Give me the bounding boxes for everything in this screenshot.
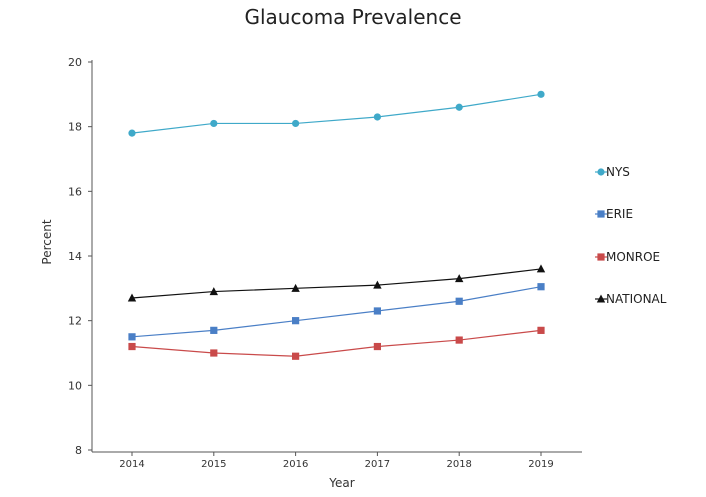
y-ticks: 8 10 12 14 16 18 20 xyxy=(68,56,92,457)
x-tick-label: 2018 xyxy=(446,459,471,470)
series-nys xyxy=(128,90,545,137)
data-point-nys xyxy=(292,119,300,128)
x-axis-label: Year xyxy=(328,476,354,490)
x-tick-label: 2019 xyxy=(528,459,553,470)
legend-swatch-marker xyxy=(597,253,605,261)
data-point-erie xyxy=(373,307,381,315)
y-tick-label: 20 xyxy=(68,56,82,69)
data-point-monroe xyxy=(128,342,136,351)
y-tick-label: 14 xyxy=(68,250,82,263)
data-point-national xyxy=(536,264,546,273)
x-tick-label: 2016 xyxy=(283,459,308,470)
chart-title: Glaucoma Prevalence xyxy=(244,5,461,29)
data-point-national xyxy=(209,287,218,296)
axes xyxy=(91,60,582,453)
legend-item-monroe: MONROE xyxy=(595,250,660,264)
data-point-national xyxy=(455,274,464,283)
legend-label: NYS xyxy=(606,165,630,179)
y-tick-label: 12 xyxy=(68,315,82,328)
legend-item-nys: NYS xyxy=(595,165,630,179)
series-line-erie xyxy=(131,286,542,338)
series-layer xyxy=(127,90,546,360)
series-line-monroe xyxy=(131,329,542,357)
data-point-monroe xyxy=(210,349,218,357)
y-tick-label: 8 xyxy=(75,444,82,457)
legend: NYS ERIE MONROE NATIONAL xyxy=(595,165,667,306)
series-line-nys xyxy=(131,93,542,134)
data-point-monroe xyxy=(292,352,300,360)
data-point-nys xyxy=(128,129,136,137)
data-point-erie xyxy=(292,317,300,325)
x-tick-label: 2014 xyxy=(119,459,144,470)
data-point-erie xyxy=(128,333,136,341)
data-point-erie xyxy=(210,326,218,334)
legend-swatch-marker xyxy=(597,210,605,218)
y-tick-label: 18 xyxy=(68,121,82,134)
legend-item-erie: ERIE xyxy=(595,207,633,221)
y-tick-label: 16 xyxy=(68,185,82,198)
series-line-national xyxy=(131,268,542,299)
data-point-erie xyxy=(455,297,463,305)
x-tick-label: 2015 xyxy=(201,459,226,470)
y-axis-label: Percent xyxy=(40,219,54,264)
data-point-national xyxy=(291,283,300,292)
legend-label: NATIONAL xyxy=(606,292,667,306)
legend-label: MONROE xyxy=(606,250,660,264)
data-point-national xyxy=(373,280,382,289)
series-erie xyxy=(128,283,545,341)
legend-label: ERIE xyxy=(606,207,633,221)
legend-swatch-marker xyxy=(596,294,606,303)
data-point-monroe xyxy=(455,336,463,344)
y-tick-label: 10 xyxy=(68,379,82,392)
data-point-monroe xyxy=(373,342,381,351)
data-point-nys xyxy=(537,90,545,98)
legend-item-national: NATIONAL xyxy=(595,292,667,306)
legend-swatch-marker xyxy=(597,168,605,176)
data-point-monroe xyxy=(537,326,545,334)
series-monroe xyxy=(128,326,545,360)
series-national xyxy=(127,264,546,302)
data-point-nys xyxy=(455,103,463,111)
data-point-erie xyxy=(537,283,545,291)
x-tick-label: 2017 xyxy=(365,459,390,470)
data-point-nys xyxy=(373,113,381,121)
data-point-nys xyxy=(210,119,218,128)
x-ticks: 2014 2015 2016 2017 2018 2019 xyxy=(119,452,554,470)
data-point-national xyxy=(127,293,137,302)
